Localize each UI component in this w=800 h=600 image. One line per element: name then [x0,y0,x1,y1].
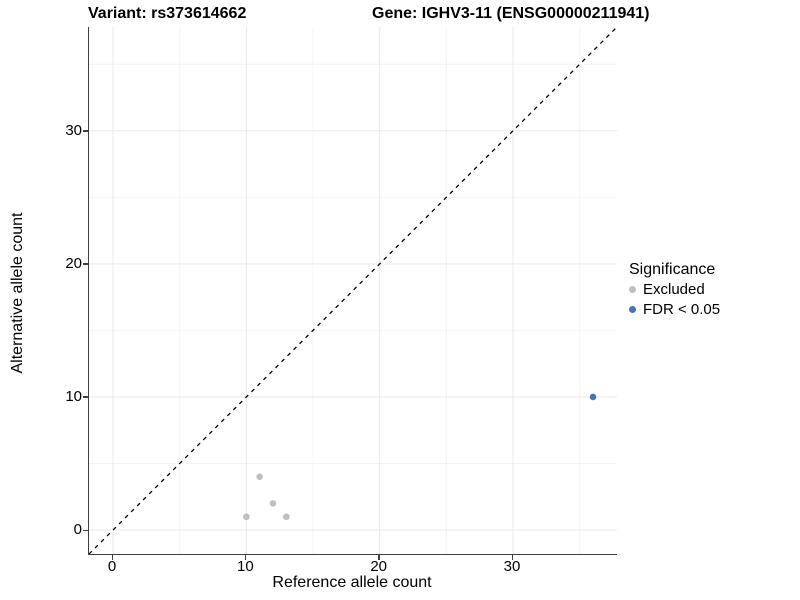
x-tick-mark [378,555,380,560]
x-tick-mark [511,555,513,560]
legend-label: Excluded [643,280,705,298]
data-point [589,393,597,401]
legend-label: FDR < 0.05 [643,300,721,318]
x-tick-label: 30 [503,558,521,575]
x-tick-label: 0 [107,558,117,575]
legend-items: Excluded FDR < 0.05 [629,279,720,319]
legend-item: Excluded [629,279,720,299]
scatter-canvas [89,27,617,554]
plot-panel [88,27,617,555]
x-tick-mark [111,555,113,560]
data-point [243,513,250,521]
y-tick-label: 0 [73,521,82,539]
identity-reference-line [89,27,617,554]
x-tick-mark [244,555,247,560]
y-tick-mark [83,529,88,532]
y-tick-mark [83,263,88,265]
y-tick-mark [83,396,88,398]
y-tick-label: 20 [65,254,82,272]
legend-title: Significance [629,261,716,278]
y-axis-label: Alternative allele count [9,212,26,374]
legend-item: FDR < 0.05 [629,299,720,319]
data-point [269,500,277,507]
data-point [283,513,290,521]
variant-title: Variant: rs373614662 [88,5,247,22]
gene-title: Gene: IGHV3-11 (ENSG00000211941) [372,5,650,22]
y-tick-label: 10 [65,387,82,405]
x-tick-label: 10 [236,558,254,575]
x-tick-label: 20 [370,558,387,575]
legend-point-icon [629,285,636,293]
legend-point-icon [629,305,636,313]
x-axis-label: Reference allele count [272,574,432,591]
data-point [256,473,263,481]
y-tick-mark [83,130,88,132]
y-tick-label: 30 [65,121,82,139]
legend: Significance Excluded FDR < 0.05 [629,260,720,319]
